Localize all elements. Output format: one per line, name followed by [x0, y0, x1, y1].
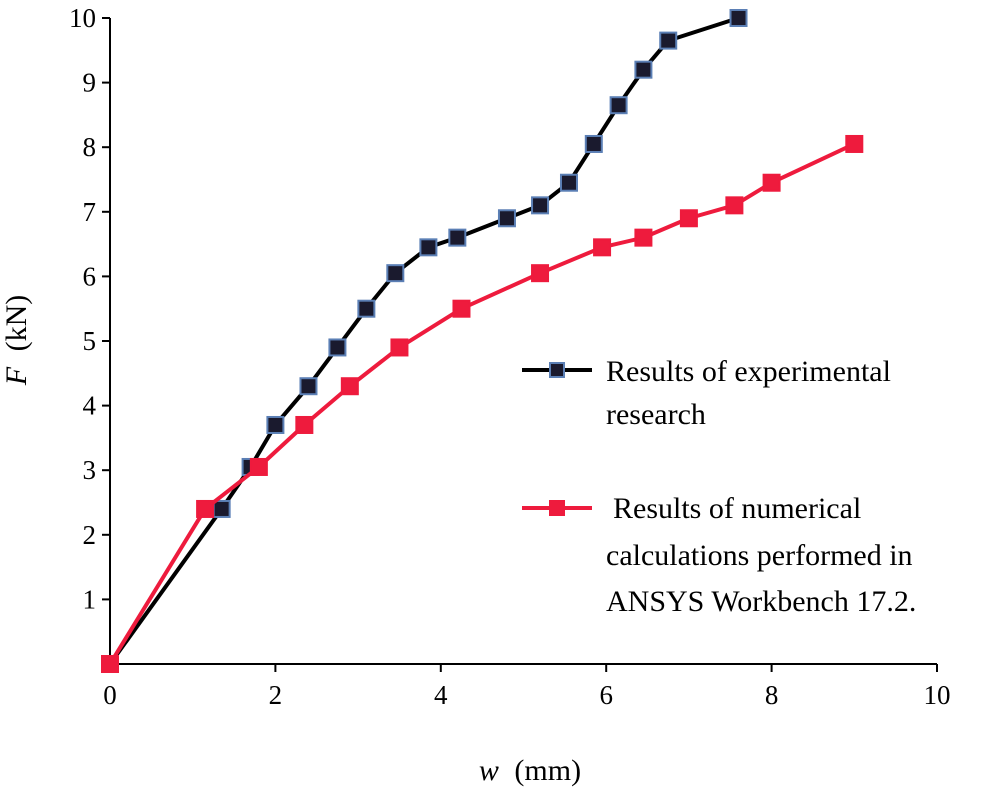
legend-marker-experimental — [549, 362, 565, 378]
y-tick-label: 7 — [83, 197, 97, 227]
legend-label-experimental-line-1: Results of experimental — [606, 355, 891, 388]
y-tick-label: 3 — [83, 455, 97, 485]
data-point — [845, 134, 864, 153]
y-tick-label: 6 — [83, 261, 97, 291]
data-point — [725, 196, 744, 215]
legend-label-numerical-line-1: Results of numerical — [613, 492, 861, 525]
y-axis-label: F (kN) — [0, 295, 33, 386]
y-tick-label: 4 — [83, 391, 97, 421]
data-point — [295, 415, 314, 434]
legend: Results of experimental research Results… — [522, 355, 916, 618]
y-axis-variable: F — [0, 366, 33, 386]
data-point — [609, 96, 628, 115]
data-point — [212, 499, 231, 518]
data-point — [634, 60, 653, 79]
x-tick-label: 8 — [765, 680, 779, 710]
legend-item-experimental: Results of experimental research — [522, 355, 891, 431]
data-point — [531, 264, 550, 283]
y-tick-label: 2 — [83, 520, 97, 550]
series-layer — [101, 9, 864, 673]
x-tick-label: 10 — [924, 680, 951, 710]
x-axis-unit: (mm) — [514, 754, 581, 787]
data-point — [101, 655, 119, 673]
y-ticks: 1 2 3 4 5 6 7 8 9 10 — [69, 3, 110, 614]
data-point — [729, 9, 748, 27]
data-point — [357, 299, 376, 318]
data-point — [266, 415, 285, 434]
y-axis-unit: (kN) — [0, 295, 33, 352]
data-point — [559, 173, 578, 192]
y-tick-label: 1 — [83, 584, 97, 614]
data-point — [196, 499, 215, 518]
x-tick-label: 6 — [599, 680, 613, 710]
data-point — [659, 31, 678, 50]
data-point — [328, 338, 347, 357]
data-point — [584, 134, 603, 153]
data-point — [340, 377, 359, 396]
series-1 — [101, 134, 864, 673]
data-point — [386, 264, 405, 283]
legend-label-numerical-line-3: ANSYS Workbench 17.2. — [606, 585, 916, 618]
data-point — [419, 238, 438, 257]
data-point — [452, 299, 471, 318]
data-point — [448, 228, 467, 247]
data-point — [593, 238, 612, 257]
data-point — [634, 228, 653, 247]
y-tick-label: 10 — [69, 3, 96, 33]
x-ticks: 0 2 4 6 8 10 — [103, 664, 951, 710]
x-tick-label: 2 — [269, 680, 283, 710]
y-tick-label: 5 — [83, 326, 97, 356]
series-0 — [101, 9, 748, 673]
data-point — [531, 196, 550, 215]
x-tick-label: 4 — [434, 680, 448, 710]
legend-label-numerical-line-2: calculations performed in — [606, 539, 913, 572]
data-point — [390, 338, 409, 357]
x-axis-variable: w — [479, 754, 499, 787]
data-point — [679, 209, 698, 228]
x-tick-label: 0 — [103, 680, 117, 710]
data-point — [299, 377, 318, 396]
legend-label-experimental-line-2: research — [606, 398, 706, 431]
y-tick-label: 8 — [83, 132, 97, 162]
x-axis-label: w (mm) — [479, 754, 581, 787]
data-point — [497, 209, 516, 228]
y-tick-label: 9 — [83, 68, 97, 98]
data-point — [249, 457, 268, 476]
legend-marker-numerical — [549, 500, 565, 516]
legend-item-numerical: Results of numerical calculations perfor… — [522, 492, 916, 618]
data-point — [762, 173, 781, 192]
